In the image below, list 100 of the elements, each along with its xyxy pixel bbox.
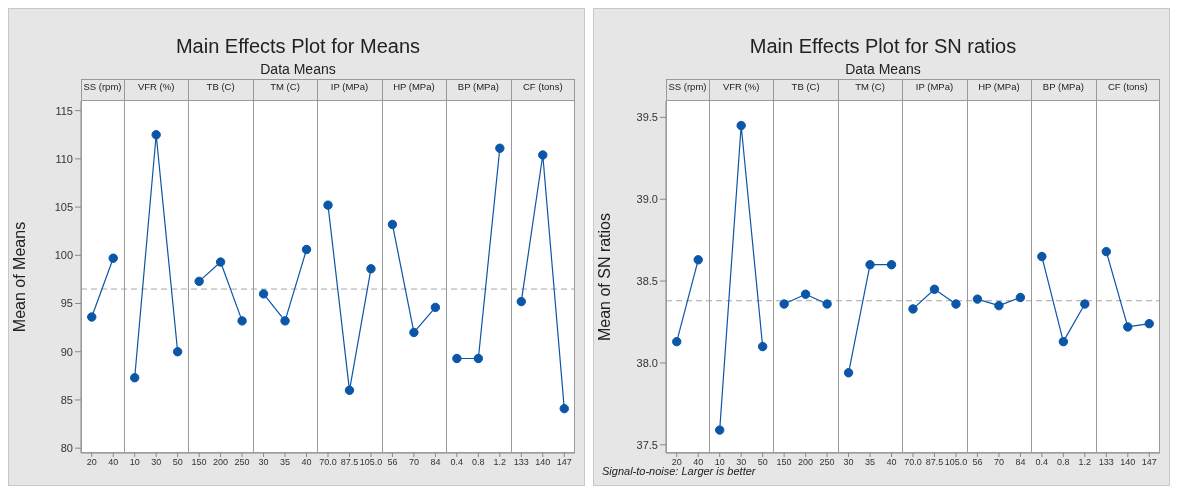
point	[929, 284, 940, 294]
point	[301, 244, 312, 255]
point	[516, 296, 526, 307]
text: BP (MPa)	[456, 81, 500, 92]
y-tick-label: 90	[60, 345, 73, 358]
x-tick-label: 133	[513, 457, 529, 468]
x-tick-label: 40	[301, 457, 312, 468]
x-tick-label: 30	[736, 457, 747, 468]
text: IP (MPa)	[329, 81, 370, 92]
x-tick-label: 56	[972, 457, 983, 468]
point	[1080, 299, 1090, 309]
point	[559, 403, 569, 414]
x-tick-label: 87.5	[340, 457, 359, 468]
point	[800, 289, 811, 299]
x-tick-label: 30	[843, 457, 854, 468]
point	[280, 316, 290, 326]
x-tick-label: 35	[280, 457, 291, 468]
text: VFR (%)	[721, 81, 761, 92]
x-tick-label: 140	[535, 457, 551, 468]
x-tick-label: 0.8	[472, 457, 485, 468]
text: IP (MPa)	[914, 81, 955, 92]
text: TM (C)	[269, 81, 301, 92]
x-tick-label: 70	[408, 457, 419, 468]
x-tick-label: 87.5	[925, 457, 944, 468]
x-tick-label: 40	[693, 457, 704, 468]
x-tick-label: 35	[865, 457, 876, 468]
point	[130, 373, 140, 383]
x-tick-label: 70.0	[904, 457, 922, 468]
point	[258, 289, 269, 299]
point	[151, 130, 161, 140]
point	[495, 143, 505, 153]
point	[323, 200, 333, 210]
x-tick-label: 0.4	[450, 457, 464, 468]
y-axis-title: Mean of Means	[10, 221, 28, 333]
text: CF (tons)	[521, 81, 564, 92]
point	[693, 255, 703, 265]
x-tick-label: 1.2	[1078, 457, 1092, 468]
point	[736, 120, 746, 131]
x-tick-label: 0.4	[1035, 457, 1049, 468]
y-tick-label: 115	[55, 104, 73, 117]
point	[886, 260, 897, 270]
point	[672, 336, 682, 347]
text: CF (tons)	[1106, 81, 1149, 92]
x-tick-label: 105.0	[944, 457, 968, 468]
y-tick-label: 105	[54, 200, 73, 213]
point	[951, 299, 961, 309]
x-tick-label: 20	[86, 457, 97, 468]
chart-subtitle: Data Means	[259, 61, 337, 77]
y-tick-label: 37.5	[636, 438, 658, 451]
x-tick-label: 70.0	[319, 457, 337, 468]
x-tick-label: 40	[108, 457, 119, 468]
text: BP (MPa)	[1041, 81, 1085, 92]
x-tick-label: 200	[798, 457, 814, 468]
point	[1144, 318, 1154, 329]
point	[194, 276, 204, 287]
text: VFR (%)	[136, 81, 176, 92]
x-tick-label: 84	[430, 457, 441, 468]
point	[452, 353, 462, 364]
text: SS (rpm)	[82, 81, 123, 92]
x-tick-label: 20	[671, 457, 682, 468]
point	[87, 312, 97, 322]
x-tick-label: 10	[714, 457, 725, 468]
x-tick-label: 0.8	[1057, 457, 1070, 468]
point	[843, 368, 854, 378]
x-tick-label: 84	[1015, 457, 1026, 468]
x-tick-label: 50	[172, 457, 183, 468]
y-tick-label: 100	[54, 249, 73, 262]
text: Signal-to-noise: Larger is better	[602, 465, 756, 477]
y-tick-label: 38.5	[636, 275, 658, 287]
point	[172, 347, 183, 357]
point	[344, 385, 355, 396]
point	[994, 300, 1004, 311]
point	[538, 150, 548, 160]
point	[972, 294, 983, 304]
x-tick-label: 56	[387, 457, 398, 468]
point	[1015, 292, 1026, 303]
y-tick-label: 95	[60, 297, 73, 310]
chart-subtitle: Data Means	[844, 61, 922, 77]
x-tick-label: 133	[1098, 457, 1114, 468]
point	[387, 219, 398, 230]
x-tick-label: 147	[1141, 457, 1157, 468]
point	[409, 327, 419, 338]
point	[865, 260, 875, 270]
point	[822, 299, 832, 309]
text: TB (C)	[790, 81, 821, 92]
point	[1037, 251, 1047, 262]
y-tick-label: 80	[60, 442, 73, 455]
y-axis-title: Mean of SN ratios	[595, 212, 613, 342]
point	[1058, 336, 1069, 347]
text: HP (MPa)	[977, 81, 1021, 92]
x-tick-label: 105.0	[359, 457, 383, 468]
x-tick-label: 30	[151, 457, 162, 468]
chart-title: Main Effects Plot for SN ratios	[748, 35, 1018, 58]
x-tick-label: 150	[191, 457, 207, 468]
text: HP (MPa)	[392, 81, 436, 92]
point	[473, 353, 484, 364]
text: TB (C)	[205, 81, 236, 92]
x-tick-label: 10	[129, 457, 140, 468]
x-tick-label: 250	[234, 457, 250, 468]
point	[779, 299, 789, 309]
